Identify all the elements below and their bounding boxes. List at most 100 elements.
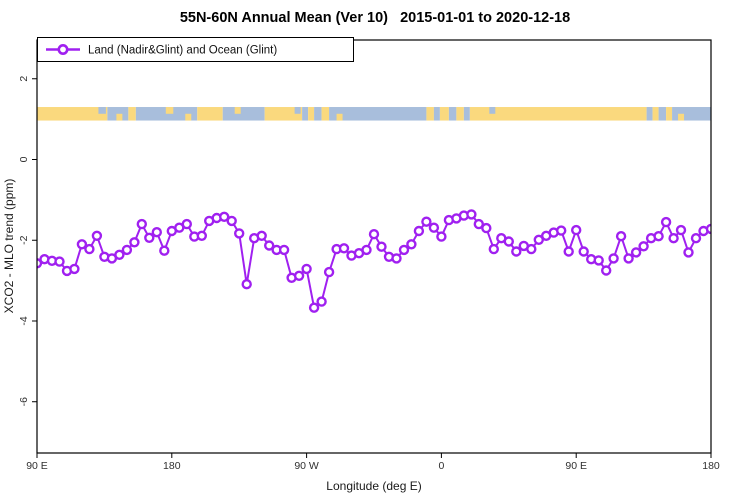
band-segment-land [666,107,673,121]
band-patch-ocean [294,107,301,114]
y-tick-label: 2 [18,76,30,82]
band-segment-ocean [463,107,470,121]
band-segment-land [456,107,464,121]
band-segment-ocean [314,107,322,121]
band-segment-land [321,107,330,121]
data-point-marker [323,266,335,278]
x-tick-label: 90 E [26,460,48,472]
data-point-marker [159,245,170,256]
plot-border [36,39,712,454]
data-point-marker [421,216,432,227]
data-point-marker [526,243,537,255]
data-point-marker [338,243,350,254]
legend: Land (Nadir&Glint) and Ocean (Glint) [37,37,354,62]
data-point-marker [683,247,694,258]
y-tick-label: -6 [18,397,30,406]
data-point-marker [660,216,672,228]
x-axis: 90 E 180 90 W 0 90 E 180 [26,453,720,472]
data-point-marker [144,232,155,244]
data-point-marker [406,239,417,250]
data-point-marker [488,243,499,255]
data-point-marker [218,211,230,223]
band-segment-land [439,107,449,121]
y-axis: 2 0 -2 -4 -6 [18,76,37,406]
data-point-marker [398,244,410,256]
data-point-marker [511,246,522,257]
data-point-marker [503,236,514,247]
data-point-marker [638,241,649,252]
x-tick-label: 90 E [565,460,587,472]
band-segment-ocean [222,107,265,121]
data-point-marker [413,225,425,237]
x-axis-label: Longitude (deg E) [326,479,421,493]
band-segment-ocean [329,107,427,121]
band-patch-land [336,113,343,121]
data-point-marker [481,222,492,234]
band-patch-ocean [98,107,106,114]
y-tick-label: -4 [18,316,30,325]
band-segment-ocean [302,107,309,121]
band-segment-ocean [433,107,440,121]
band-patch-land [116,113,123,121]
data-point-marker [705,223,711,235]
data-point-marker [623,253,634,264]
data-point-marker [436,231,447,242]
x-tick-label: 0 [438,460,444,472]
data-point-marker [76,239,88,250]
band-segment-ocean [658,107,667,121]
data-point-marker [571,224,582,236]
data-point-marker [578,246,589,257]
band-patch-ocean [418,107,425,114]
data-point-marker [308,302,320,313]
data-point-marker [301,263,312,275]
data-point-marker [368,228,380,240]
data-point-marker [601,265,612,276]
data-series [37,209,711,313]
data-point-marker [376,241,387,252]
data-point-marker [608,253,619,264]
data-point-marker [233,228,245,239]
data-point-marker [690,232,702,244]
data-point-marker [615,230,627,242]
band-segment-land [37,107,108,121]
data-point-marker [556,225,567,236]
data-point-marker [121,244,133,256]
band-patch-ocean [489,107,496,114]
band-segment-land [426,107,434,121]
data-point-marker [241,279,252,290]
data-point-marker [653,230,664,242]
data-point-marker [293,270,305,281]
band-segment-ocean [448,107,457,121]
x-tick-label: 180 [702,460,720,472]
band-patch-land [234,107,241,114]
band-patch-land [185,113,192,121]
band-segment-land [652,107,659,121]
y-tick-label: 0 [18,156,30,162]
y-tick-label: -2 [18,235,30,244]
band-segment-land [197,107,223,121]
data-point-marker [563,246,574,257]
map-band [37,107,711,121]
band-segment-ocean [672,107,711,121]
data-point-marker [114,249,125,261]
band-patch-land [165,107,174,114]
data-point-marker [181,218,193,230]
data-point-marker [533,234,544,246]
data-point-marker [278,244,290,256]
data-point-marker [428,222,440,233]
band-segment-land [264,107,303,121]
legend-label: Land (Nadir&Glint) and Ocean (Glint) [88,45,277,57]
data-point-marker [226,215,237,227]
legend-box [37,37,354,62]
chart-title: 55N-60N Annual Mean (Ver 10) 2015-01-01 … [180,10,570,26]
data-point-marker [473,218,484,230]
data-point-marker [668,232,679,244]
data-point-marker [593,255,604,266]
band-segment-ocean [646,107,653,121]
band-segment-land [308,107,315,121]
data-point-marker [391,253,402,264]
x-tick-label: 90 W [294,460,319,472]
data-point-marker [91,230,103,242]
